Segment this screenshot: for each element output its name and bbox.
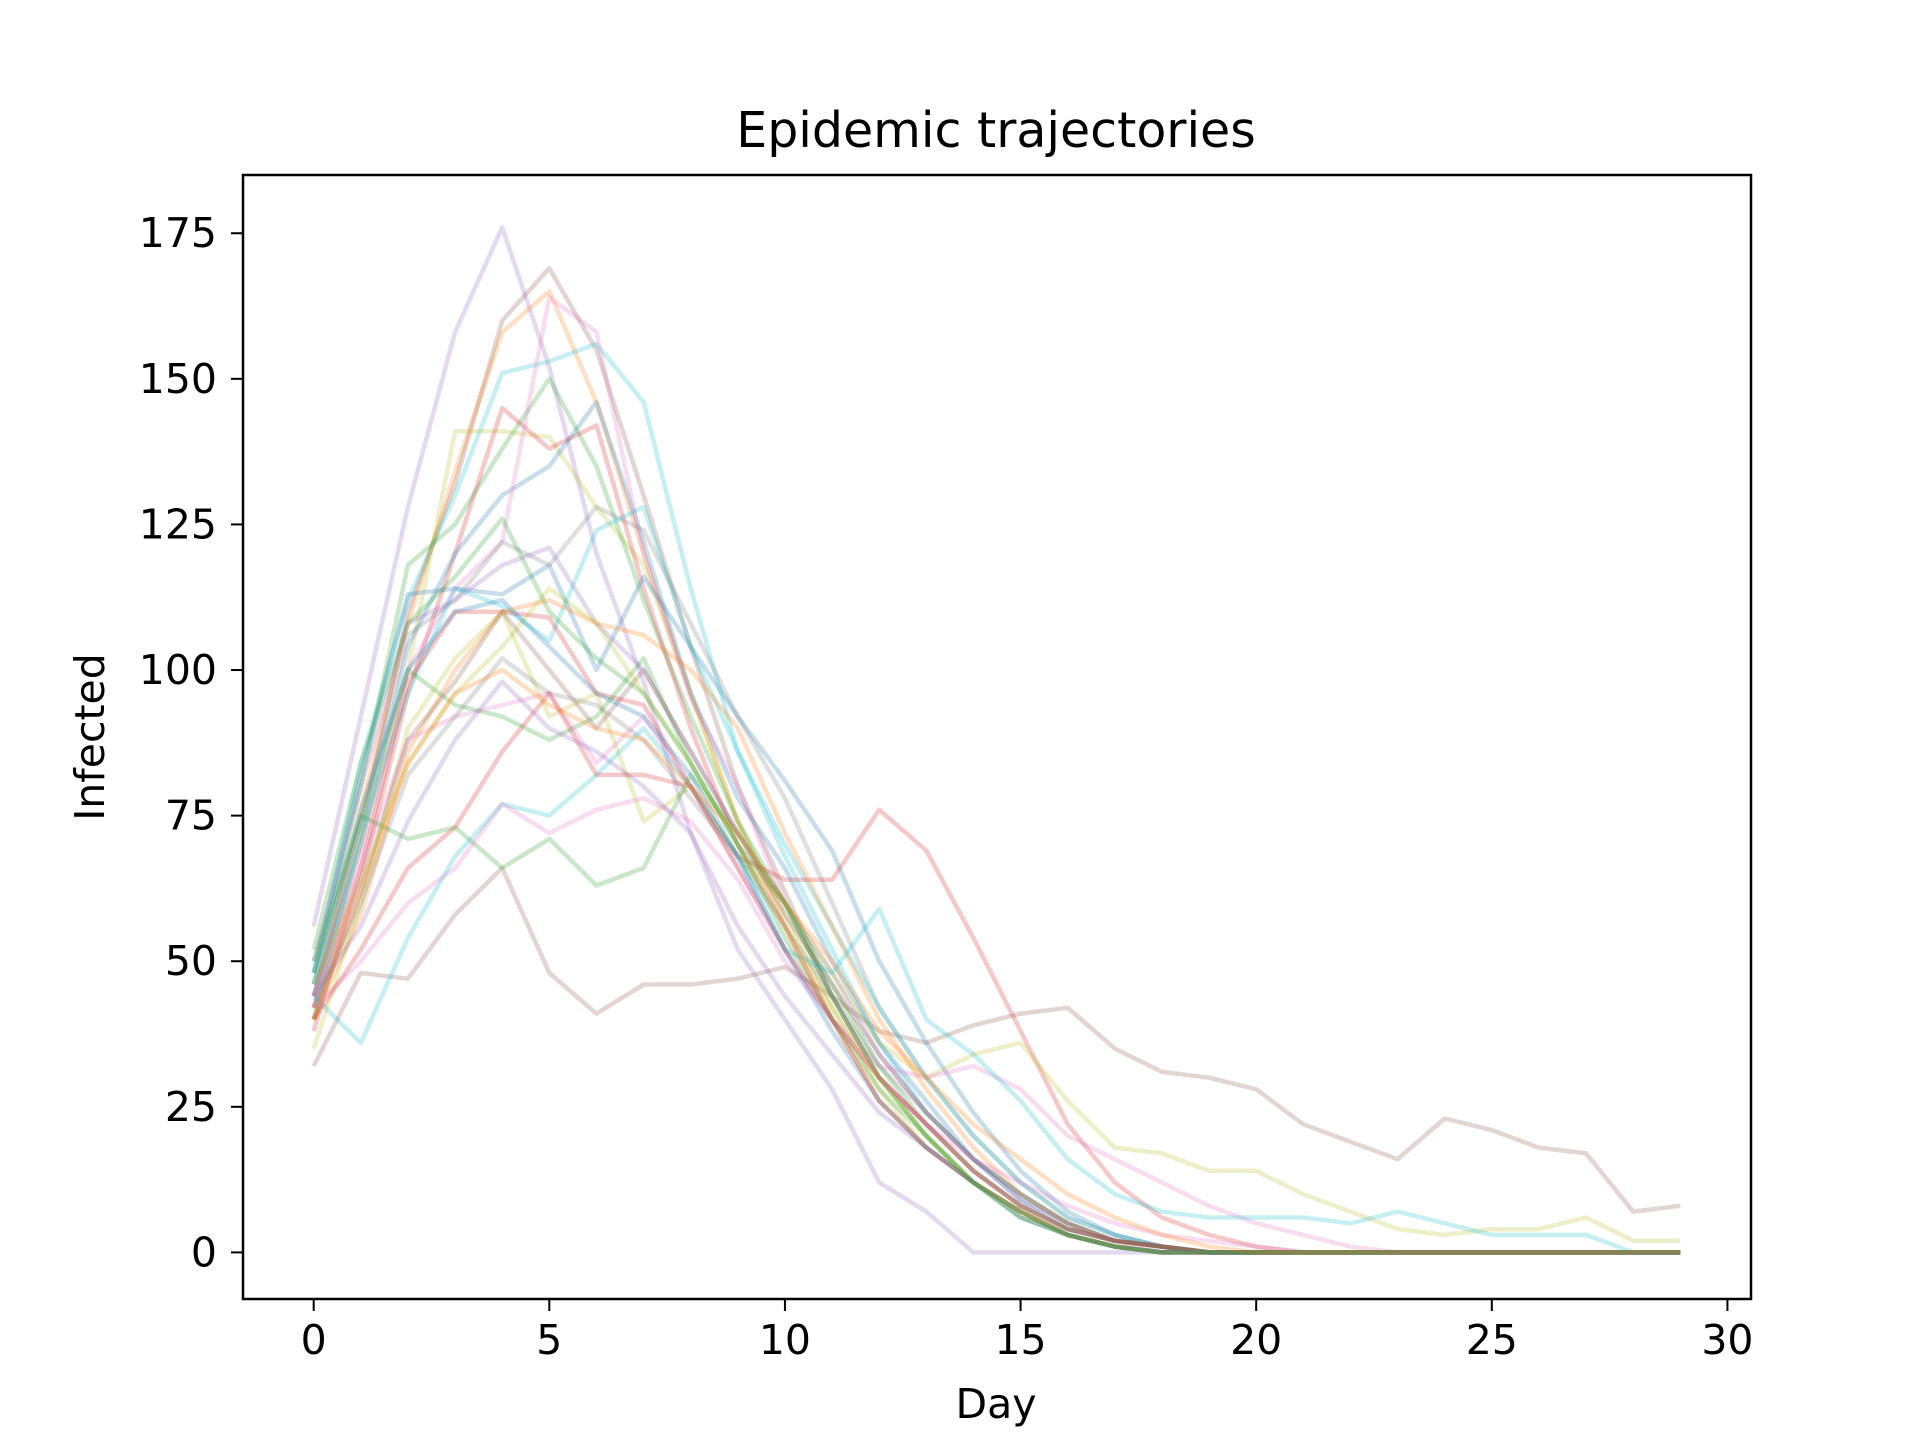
series-layer bbox=[311, 225, 1681, 1255]
series-line-11 bbox=[311, 504, 1681, 1255]
x-tick-label: 5 bbox=[536, 1316, 562, 1364]
series-line-5 bbox=[311, 341, 1681, 1255]
series-line-21 bbox=[311, 656, 1681, 1255]
series-line-14 bbox=[311, 504, 1681, 1255]
series-line-6 bbox=[311, 428, 1681, 1255]
y-tick-label: 175 bbox=[139, 209, 217, 257]
y-tick-label: 0 bbox=[191, 1228, 217, 1276]
series-line-4 bbox=[311, 289, 1681, 1255]
y-tick-label: 25 bbox=[165, 1083, 217, 1131]
chart-title: Epidemic trajectories bbox=[736, 102, 1256, 159]
y-tick-label: 150 bbox=[139, 355, 217, 403]
x-tick-label: 25 bbox=[1466, 1316, 1518, 1364]
x-tick-label: 10 bbox=[759, 1316, 811, 1364]
series-line-20 bbox=[311, 691, 1681, 1255]
series-line-17 bbox=[311, 609, 1681, 1244]
x-tick-label: 15 bbox=[994, 1316, 1046, 1364]
series-line-7 bbox=[311, 376, 1681, 1255]
series-line-15 bbox=[311, 609, 1681, 1255]
series-line-3 bbox=[311, 265, 1681, 1255]
series-line-23 bbox=[312, 726, 1681, 1255]
series-line-9 bbox=[311, 399, 1681, 1255]
x-tick-label: 30 bbox=[1701, 1316, 1753, 1364]
series-line-22 bbox=[311, 772, 1681, 1255]
series-line-27 bbox=[311, 586, 1681, 1255]
x-tick-label: 20 bbox=[1230, 1316, 1282, 1364]
y-tick-label: 100 bbox=[139, 646, 217, 694]
series-line-30 bbox=[311, 516, 1681, 1255]
series-line-29 bbox=[311, 667, 1681, 1255]
series-line-12 bbox=[311, 562, 1681, 1255]
series-line-18 bbox=[311, 656, 1681, 1255]
y-axis: 0 25 50 75 100 125 150 175 bbox=[139, 209, 243, 1276]
series-line-19 bbox=[311, 609, 1681, 1255]
y-tick-label: 125 bbox=[139, 500, 217, 548]
series-line-25 bbox=[311, 691, 1681, 1255]
series-line-8 bbox=[311, 405, 1681, 1255]
x-axis: 0 5 10 15 20 25 30 bbox=[301, 1299, 1754, 1364]
series-line-10 bbox=[311, 295, 1681, 1255]
x-tick-label: 0 bbox=[301, 1316, 327, 1364]
y-tick-label: 75 bbox=[165, 792, 217, 840]
plot-area-frame bbox=[241, 173, 1753, 1301]
x-axis-label: Day bbox=[956, 1380, 1037, 1428]
series-line-13 bbox=[311, 545, 1681, 1255]
series-line-26 bbox=[311, 679, 1681, 1255]
series-line-1 bbox=[311, 865, 1681, 1214]
y-axis-label: Infected bbox=[66, 653, 114, 821]
series-line-24 bbox=[312, 795, 1681, 1255]
y-tick-label: 50 bbox=[165, 937, 217, 985]
series-line-2 bbox=[311, 225, 1681, 1255]
series-line-28 bbox=[311, 597, 1681, 1255]
series-line-16 bbox=[311, 597, 1681, 1255]
